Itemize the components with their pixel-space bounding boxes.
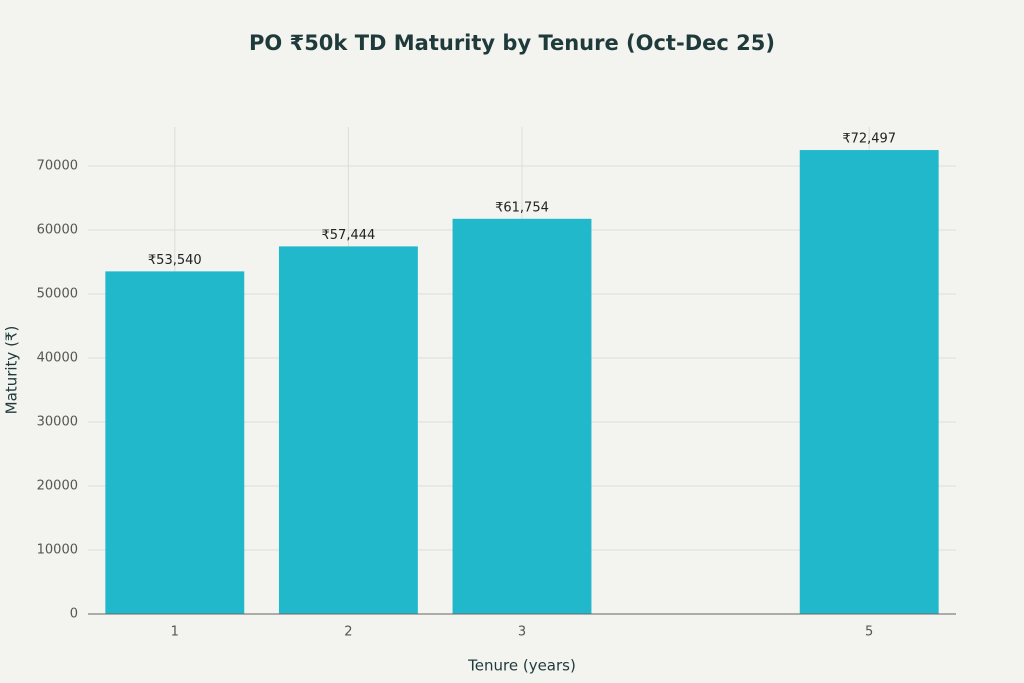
x-tick-label: 5	[865, 625, 873, 640]
value-label: ₹61,754	[495, 200, 549, 215]
y-axis-title: Maturity (₹)	[3, 326, 21, 415]
y-tick-label: 0	[70, 607, 78, 622]
value-label: ₹72,497	[842, 132, 896, 147]
x-tick-label: 2	[344, 625, 352, 640]
y-tick-label: 40000	[37, 351, 78, 366]
y-tick-label: 20000	[37, 479, 78, 494]
value-label: ₹53,540	[148, 253, 202, 268]
x-axis-title: Tenure (years)	[467, 657, 576, 675]
y-tick-label: 30000	[37, 415, 78, 430]
y-tick-label: 70000	[37, 159, 78, 174]
y-tick-label: 60000	[37, 223, 78, 238]
bar	[452, 218, 592, 614]
y-tick-label: 50000	[37, 287, 78, 302]
x-tick-label: 3	[518, 625, 526, 640]
bar	[105, 271, 245, 614]
chart-title: PO ₹50k TD Maturity by Tenure (Oct-Dec 2…	[249, 31, 775, 55]
value-label: ₹57,444	[322, 228, 376, 243]
bar	[278, 246, 418, 614]
bar	[799, 150, 939, 614]
x-tick-label: 1	[171, 625, 179, 640]
y-tick-label: 10000	[37, 543, 78, 558]
